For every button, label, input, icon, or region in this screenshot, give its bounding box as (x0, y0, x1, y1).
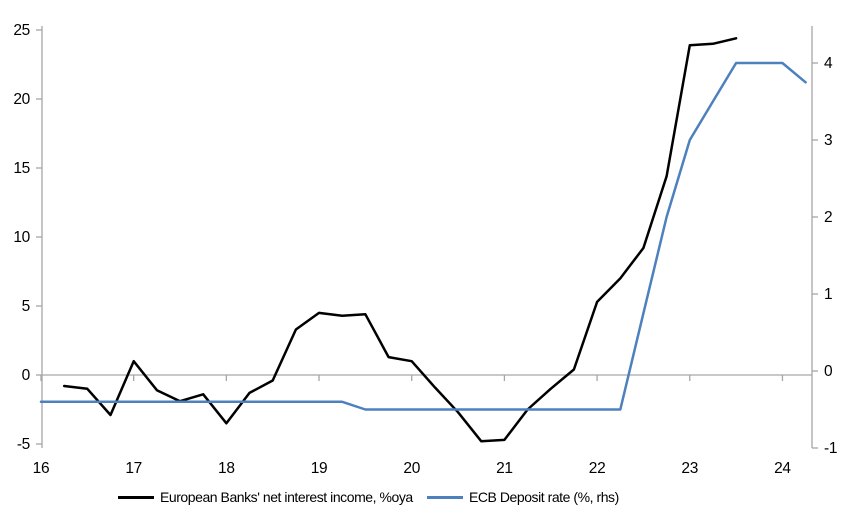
ecb-line-swatch (427, 495, 463, 499)
right-axis-tick-label: 4 (824, 55, 833, 72)
x-axis-tick-label: 16 (33, 460, 50, 477)
right-axis-tick-label: 0 (824, 363, 833, 380)
nii-line-swatch (118, 495, 154, 499)
x-axis-tick-label: 19 (311, 460, 328, 477)
left-axis-tick-label: -5 (17, 436, 30, 453)
right-axis-tick-label: -1 (824, 440, 837, 457)
left-axis-tick-label: 15 (13, 160, 30, 177)
nii-series-line (62, 37, 738, 443)
left-axis-tick-label: 10 (13, 229, 30, 246)
x-axis-tick-label: 22 (589, 460, 606, 477)
x-axis-tick-label: 23 (681, 460, 698, 477)
x-axis-tick-label: 18 (218, 460, 235, 477)
left-axis-tick-label: 5 (22, 298, 30, 315)
ecb-series-line (39, 61, 807, 411)
left-axis-tick-label: 20 (13, 91, 30, 108)
x-axis-tick-label: 24 (774, 460, 791, 477)
x-axis-tick-label: 21 (496, 460, 513, 477)
right-axis-tick-label: 3 (824, 132, 832, 149)
x-axis-tick-label: 17 (125, 460, 142, 477)
right-axis-tick-label: 1 (824, 286, 832, 303)
legend-label-nii: European Banks' net interest income, %oy… (160, 489, 413, 505)
left-axis-tick-label: 0 (22, 367, 31, 384)
right-axis-tick-label: 2 (824, 209, 832, 226)
legend-item-ecb: ECB Deposit rate (%, rhs) (427, 488, 619, 506)
legend-label-ecb: ECB Deposit rate (%, rhs) (469, 489, 619, 505)
left-axis-tick-label: 25 (13, 22, 30, 39)
x-axis-tick-label: 20 (403, 460, 420, 477)
legend-item-nii: European Banks' net interest income, %oy… (118, 488, 413, 506)
